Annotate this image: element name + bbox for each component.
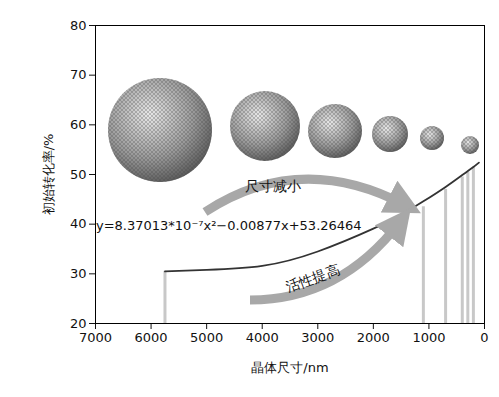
- svg-text:晶体尺寸/nm: 晶体尺寸/nm: [251, 360, 328, 375]
- svg-text:1000: 1000: [412, 330, 445, 345]
- svg-text:6000: 6000: [135, 330, 168, 345]
- svg-text:60: 60: [70, 117, 87, 132]
- svg-text:40: 40: [70, 216, 87, 231]
- svg-text:20: 20: [70, 316, 87, 331]
- svg-text:70: 70: [70, 67, 87, 82]
- svg-text:4000: 4000: [246, 330, 279, 345]
- html-text:y=8.37013*10⁻⁷x²−0.00877x+53.2: y=8.37013*10⁻⁷x²−0.00877x+53.26464: [96, 218, 362, 233]
- svg-text:80: 80: [70, 18, 87, 33]
- html-text:尺寸减小: 尺寸减小: [245, 178, 301, 194]
- svg-text:3000: 3000: [301, 330, 334, 345]
- svg-text:7000: 7000: [79, 330, 112, 345]
- svg-text:30: 30: [70, 266, 87, 281]
- svg-text:0: 0: [480, 330, 488, 345]
- html-text:活性提高: 活性提高: [283, 261, 342, 296]
- svg-text:5000: 5000: [190, 330, 223, 345]
- svg-text:2000: 2000: [357, 330, 390, 345]
- svg-text:初始转化率/%: 初始转化率/%: [41, 134, 56, 216]
- svg-text:50: 50: [70, 167, 87, 182]
